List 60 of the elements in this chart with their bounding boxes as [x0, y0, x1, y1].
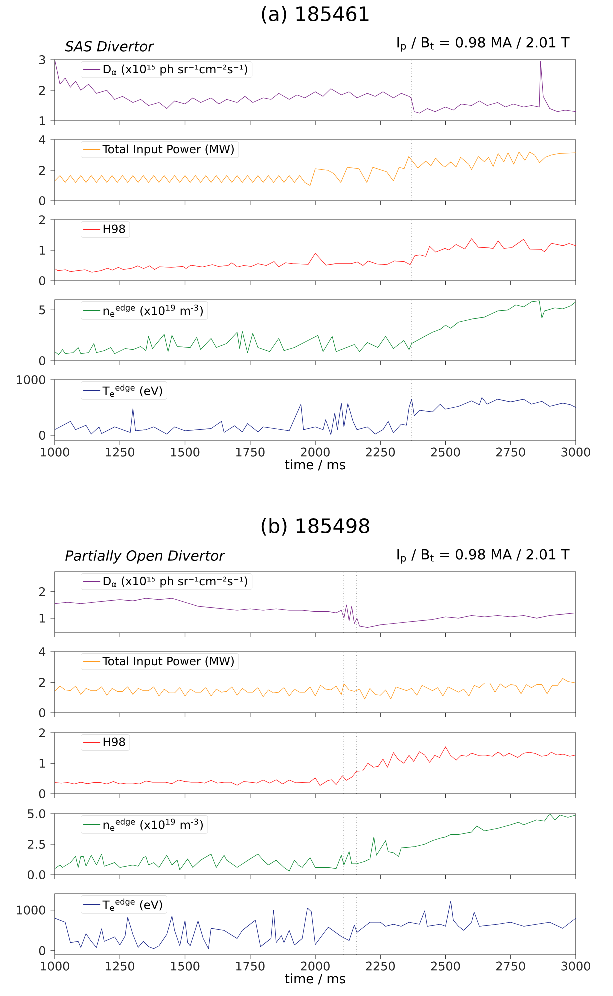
y-tick-label: 1	[40, 614, 46, 623]
y-tick-label: 4	[39, 136, 46, 144]
y-tick-label: 0	[39, 276, 46, 286]
text: Partially Open Divertor	[66, 550, 226, 564]
legend-label: Total Input Power (MW)	[102, 656, 234, 668]
y-tick-label: 0	[39, 708, 46, 718]
y-tick-label: 2	[39, 728, 46, 738]
legend-label: H98	[104, 224, 126, 234]
y-tick-label: 5	[40, 306, 46, 315]
chart-title: (a) 185461	[262, 6, 369, 24]
y-tick-label: 2	[39, 216, 46, 224]
y-tick-label: 2	[39, 166, 46, 175]
x-tick-label: 2250	[366, 962, 396, 971]
y-tick-label: 0.0	[28, 870, 46, 880]
y-tick-label: 2	[39, 678, 46, 687]
x-tick-label: 2000	[301, 448, 330, 457]
y-tick-label: 0	[39, 430, 46, 440]
y-tick-label: 5.0	[28, 809, 46, 819]
x-tick-label: 2250	[366, 448, 396, 457]
x-tick-label: 3000	[562, 962, 590, 971]
x-tick-label: 1750	[236, 962, 265, 971]
y-tick-label: 1000	[17, 375, 46, 385]
legend-label: n$_{e}$$^{edge}$ (x10$^{19}$ m$^{-3}$)	[104, 304, 203, 318]
y-tick-label: 1	[40, 246, 46, 255]
legend-label: H98	[104, 738, 126, 746]
y-tick-label: 2.5	[28, 840, 46, 850]
x-tick-label: 2750	[496, 448, 526, 457]
y-tick-label: 0	[39, 356, 46, 366]
legend-label: n$_{e}$$^{edge}$ (x10$^{19}$ m$^{-3}$)	[104, 818, 203, 832]
x-tick-label: 2750	[496, 962, 526, 971]
y-tick-label: 2	[39, 587, 46, 596]
text: SAS Divertor	[65, 41, 155, 52]
x-tick-label: 1250	[106, 448, 135, 457]
y-tick-label: 1000	[17, 906, 46, 915]
x-axis-title: time / ms	[285, 460, 346, 471]
legend-label: Total Input Power (MW)	[102, 144, 234, 156]
x-tick-label: 2000	[301, 962, 330, 971]
y-tick-label: 0	[39, 196, 46, 206]
y-tick-label: 4	[39, 648, 46, 656]
x-tick-label: 1250	[106, 962, 135, 971]
x-tick-label: 2500	[431, 448, 460, 457]
x-tick-label: 1500	[171, 962, 200, 971]
chart-title: (b) 185498	[262, 518, 370, 536]
x-tick-label: 1500	[171, 448, 200, 457]
legend-label: T$_{e}$$^{edge}$ (eV)	[102, 384, 162, 398]
x-tick-label: 3000	[562, 448, 590, 457]
y-tick-label: 1	[40, 116, 46, 126]
y-tick-label: 0	[39, 946, 46, 956]
y-tick-label: 1	[40, 759, 46, 768]
legend-label: D$_{α}$ (x10¹⁵ ph sr⁻¹cm⁻²s⁻¹)	[104, 64, 248, 76]
text: I$_{p}$ / B$_{t}$ = 0.98 MA / 2.01 T	[398, 37, 570, 52]
x-tick-label: 2500	[431, 962, 460, 971]
y-tick-label: 3	[40, 55, 46, 65]
y-tick-label: 2	[39, 86, 46, 95]
x-axis-title: time / ms	[285, 974, 346, 985]
y-tick-label: 0	[39, 789, 46, 799]
legend-label: D$_{α}$ (x10¹⁵ ph sr⁻¹cm⁻²s⁻¹)	[104, 576, 248, 588]
text: I$_{p}$ / B$_{t}$ = 0.98 MA / 2.01 T	[398, 549, 570, 564]
legend-label: T$_{e}$$^{edge}$ (eV)	[102, 898, 162, 912]
x-tick-label: 1750	[236, 448, 265, 457]
